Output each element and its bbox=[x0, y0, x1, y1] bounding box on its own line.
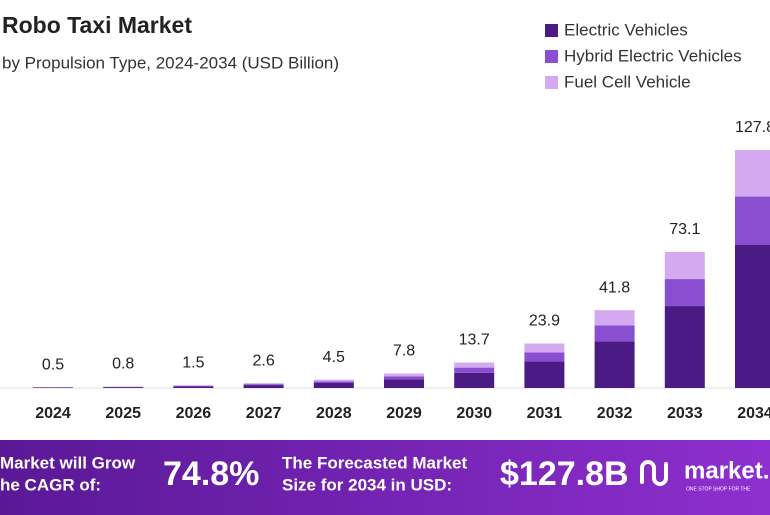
total-label: 23.9 bbox=[529, 313, 560, 330]
x-tick-label: 2026 bbox=[176, 405, 212, 422]
total-label: 127.8 bbox=[735, 119, 770, 136]
bar-segment bbox=[173, 386, 214, 388]
bar-segment bbox=[454, 367, 495, 373]
legend-label: Electric Vehicles bbox=[564, 20, 688, 39]
x-tick-label: 2027 bbox=[246, 405, 282, 422]
tagline: ONE STOP SHOP FOR THE bbox=[686, 486, 751, 492]
bar-segment bbox=[454, 362, 495, 368]
chart-subtitle: by Propulsion Type, 2024-2034 (USD Billi… bbox=[2, 53, 339, 72]
total-label: 1.5 bbox=[182, 354, 204, 371]
total-label: 13.7 bbox=[459, 332, 490, 349]
plot: 0.5 2024 0.8 2025 1.5 2026 2.6 2027 4.5 2028 7.8 20… bbox=[0, 119, 770, 422]
banner-text: Market will Grow bbox=[0, 453, 136, 472]
bar-segment bbox=[243, 383, 284, 385]
bar-segment bbox=[524, 361, 565, 388]
bar-segment bbox=[243, 384, 284, 386]
banner-text: Size for 2034 in USD: bbox=[282, 475, 452, 494]
bar-segment bbox=[664, 251, 705, 280]
legend-label: Hybrid Electric Vehicles bbox=[564, 46, 742, 65]
total-label: 7.8 bbox=[393, 343, 415, 360]
bar-segment bbox=[524, 343, 565, 353]
logo-icon bbox=[640, 460, 668, 486]
bar-segment bbox=[664, 279, 705, 307]
banner-text: he CAGR of: bbox=[0, 475, 101, 494]
bar-segment bbox=[173, 385, 214, 386]
bar-segment bbox=[384, 379, 424, 388]
bar-segment bbox=[594, 325, 635, 342]
bar-segment bbox=[103, 387, 144, 388]
legend-swatch bbox=[545, 24, 558, 37]
x-tick-label: 2032 bbox=[597, 405, 633, 422]
legend-swatch bbox=[545, 50, 558, 63]
legend-swatch bbox=[545, 76, 558, 89]
total-label: 2.6 bbox=[252, 352, 274, 369]
x-tick-label: 2034 bbox=[737, 405, 770, 422]
chart-title: Robo Taxi Market bbox=[2, 12, 192, 38]
bar-segment bbox=[384, 373, 424, 377]
x-tick-label: 2031 bbox=[527, 405, 563, 422]
bar-segment bbox=[384, 376, 424, 380]
bar-segment bbox=[454, 372, 495, 388]
cagr-value: 74.8% bbox=[163, 455, 259, 493]
bar-segment bbox=[735, 196, 770, 245]
bar-segment bbox=[735, 244, 770, 388]
total-label: 0.8 bbox=[112, 356, 134, 373]
bar-segment bbox=[173, 385, 214, 387]
bar-segment bbox=[524, 352, 565, 362]
total-label: 41.8 bbox=[599, 279, 630, 296]
bar-segment bbox=[33, 387, 73, 388]
bar-segment bbox=[594, 341, 635, 388]
total-label: 0.5 bbox=[42, 356, 64, 373]
x-tick-label: 2033 bbox=[667, 405, 703, 422]
x-tick-label: 2030 bbox=[456, 405, 492, 422]
legend-label: Fuel Cell Vehicle bbox=[564, 72, 691, 91]
legend: Electric Vehicles Hybrid Electric Vehicle… bbox=[545, 20, 742, 91]
x-tick-label: 2024 bbox=[35, 405, 71, 422]
bar-segment bbox=[594, 310, 635, 326]
banner-text: The Forecasted Market bbox=[282, 453, 468, 472]
total-label: 73.1 bbox=[669, 221, 700, 238]
bar-segment bbox=[243, 385, 284, 388]
bar-segment bbox=[313, 381, 354, 383]
total-label: 4.5 bbox=[323, 349, 345, 366]
x-tick-label: 2028 bbox=[316, 405, 352, 422]
logo: market. bbox=[684, 457, 769, 484]
bar-segment bbox=[735, 150, 770, 197]
x-tick-label: 2025 bbox=[105, 405, 141, 422]
size-value: $127.8B bbox=[500, 455, 629, 493]
bar-segment bbox=[664, 306, 705, 388]
bar-segment bbox=[313, 379, 354, 382]
bar-segment bbox=[313, 382, 354, 388]
x-tick-label: 2029 bbox=[386, 405, 422, 422]
